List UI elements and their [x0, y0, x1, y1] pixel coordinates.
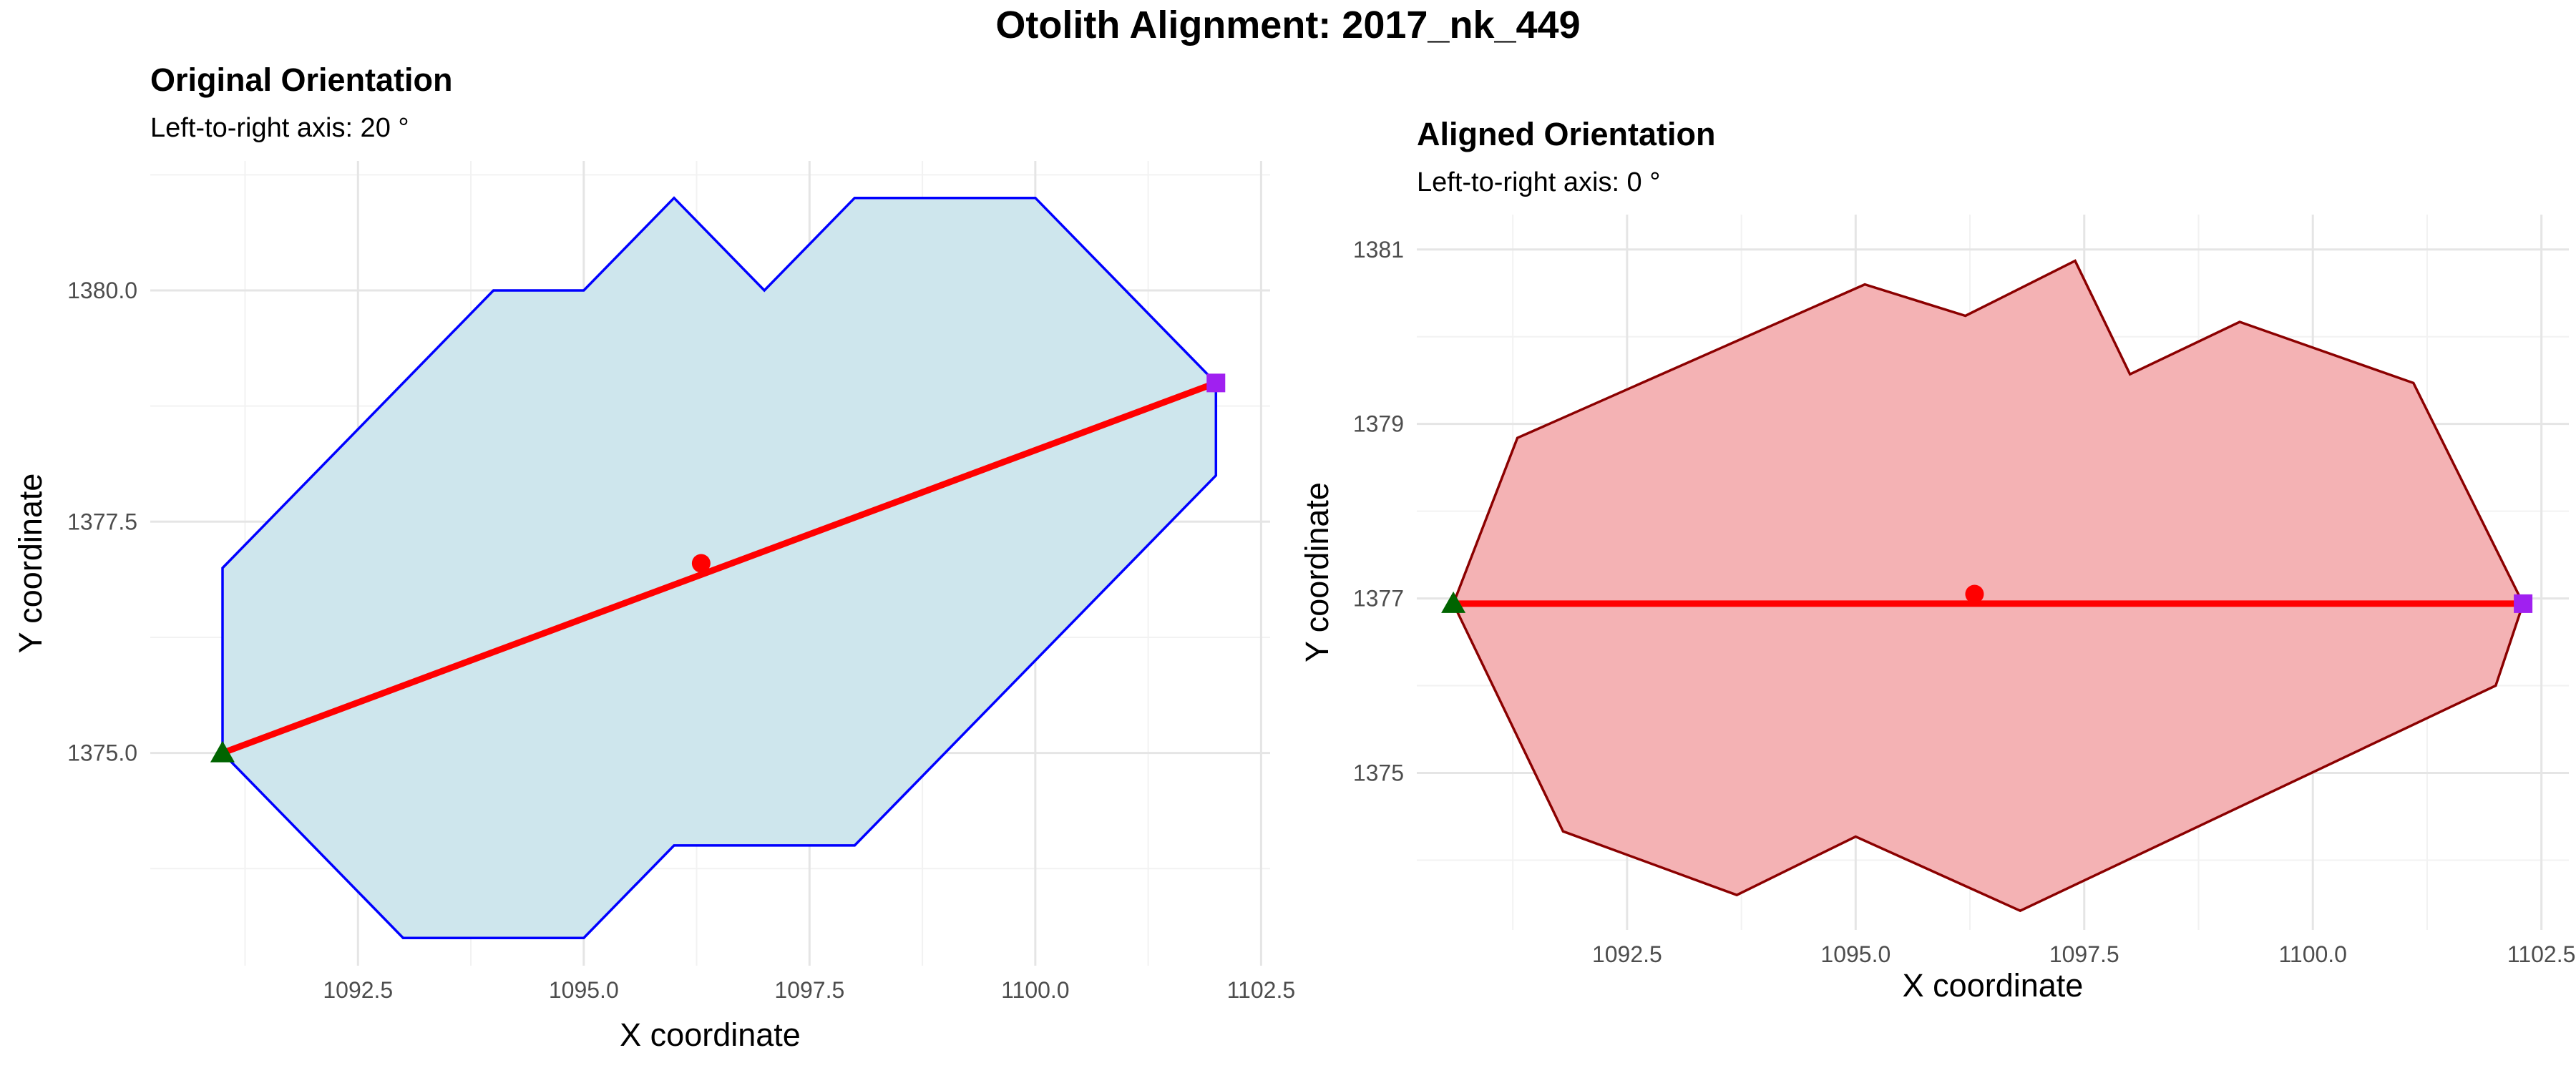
panel-1-y-tick-label: 1377.5 [67, 509, 137, 534]
panel-1-axis-line [221, 380, 1217, 756]
panel-1-x-tick-label: 1100.0 [1001, 977, 1070, 1003]
panel-2-centroid-point [1965, 584, 1984, 604]
panel-1-y-axis-label: Y coordinate [12, 474, 49, 654]
panel-1-x-tick-label: 1097.5 [774, 977, 844, 1003]
panel-2-x-axis-label: X coordinate [1903, 967, 2084, 1004]
panel-2-start-point [1441, 591, 1466, 613]
panel-1-x-tick-label: 1095.0 [549, 977, 619, 1003]
panel-2-x-tick-label: 1092.5 [1592, 941, 1662, 967]
panel-1-x-tick-label: 1102.5 [1227, 977, 1296, 1003]
panel-1-subtitle: Left-to-right axis: 20 ° [150, 113, 409, 143]
panel-1-end-point [1206, 373, 1226, 393]
panel-1-x-axis-label: X coordinate [620, 1016, 801, 1053]
panel-2-end-point [2514, 594, 2533, 613]
panel-1-y-tick-label: 1375.0 [67, 740, 137, 766]
panel-1-start-point [210, 740, 235, 763]
main-title: Otolith Alignment: 2017_nk_449 [995, 4, 1581, 46]
panel-2-x-tick-label: 1102.5 [2507, 941, 2576, 967]
panel-1-y-tick-label: 1380.0 [67, 278, 137, 303]
panel-2-subtitle: Left-to-right axis: 0 ° [1417, 167, 1661, 197]
panel-2-x-tick-label: 1097.5 [2049, 941, 2119, 967]
panel-1-plot: 1092.5 1095.0 1097.5 1100.0 1102.5 1375.0 1377… [12, 161, 1295, 1053]
panel-2-y-tick-label: 1377 [1353, 586, 1404, 612]
panel-2-y-axis-label: Y coordinate [1299, 482, 1335, 662]
panel-1-centroid-point [691, 554, 711, 573]
panel-2-plot: 1092.5 1095.0 1097.5 1100.0 1102.5 1375 1377 13… [1299, 215, 2575, 1004]
panel-2-x-tick-label: 1095.0 [1820, 941, 1890, 967]
panel-2-y-tick-label: 1381 [1353, 237, 1404, 263]
panel-2-y-tick-label: 1375 [1353, 760, 1404, 785]
panel-1-title: Original Orientation [150, 62, 453, 98]
panel-2-y-tick-label: 1379 [1353, 411, 1404, 437]
panel-1-x-tick-label: 1092.5 [323, 977, 393, 1003]
panel-2-x-tick-label: 1100.0 [2278, 941, 2347, 967]
panel-2-title: Aligned Orientation [1417, 116, 1716, 152]
panel-2-otolith-outline [1452, 259, 2524, 913]
